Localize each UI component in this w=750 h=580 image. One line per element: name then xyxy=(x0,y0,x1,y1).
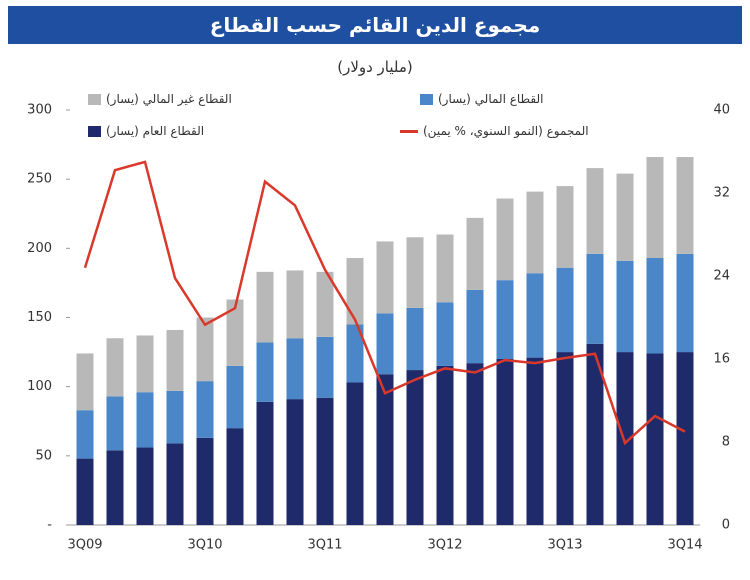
bar-segment xyxy=(196,381,214,438)
bar-segment xyxy=(166,390,184,444)
y-tick-label: 50 xyxy=(35,448,52,463)
y-tick-label: 250 xyxy=(27,172,52,187)
bar-segment xyxy=(196,437,214,525)
legend-item: القطاع غير المالي (يسار) xyxy=(88,92,232,106)
legend-item: القطاع المالي (يسار) xyxy=(420,92,543,106)
legend-label: القطاع المالي (يسار) xyxy=(438,92,544,106)
bar-segment xyxy=(76,458,94,525)
y-tick-label: - xyxy=(47,518,52,533)
bar-segment xyxy=(256,271,274,343)
bar-segment xyxy=(226,428,244,525)
bar-segment xyxy=(436,302,454,366)
bar-segment xyxy=(436,365,454,525)
bar-segment xyxy=(646,353,664,525)
legend-item: القطاع العام (يسار) xyxy=(88,124,204,138)
legend-swatch xyxy=(420,93,433,105)
bar-segment xyxy=(316,397,334,525)
y-tick-label: 200 xyxy=(27,241,52,256)
bar-segment xyxy=(616,173,634,261)
bar-segment xyxy=(466,289,484,364)
bar-segment xyxy=(466,217,484,290)
bar-segment xyxy=(256,342,274,402)
bar-segment xyxy=(406,237,424,308)
y2-tick-label: 24 xyxy=(713,269,730,284)
legend-label: المجموع (النمو السنوي، % يمين) xyxy=(423,124,589,138)
legend-item: المجموع (النمو السنوي، % يمين) xyxy=(400,124,589,138)
bar-segment xyxy=(586,253,604,344)
legend-swatch xyxy=(88,125,101,137)
bar-segment xyxy=(196,317,214,382)
x-tick-label: 3Q09 xyxy=(67,538,102,553)
bar-segment xyxy=(346,324,364,383)
bar-segment xyxy=(526,191,544,274)
bar-segment xyxy=(676,253,694,353)
bar-segment xyxy=(346,258,364,325)
bar-segment xyxy=(436,234,454,303)
bar-segment xyxy=(256,401,274,525)
x-tick-label: 3Q10 xyxy=(187,538,222,553)
bar-segment xyxy=(526,273,544,358)
bar-segment xyxy=(646,258,664,354)
bar-segment xyxy=(76,410,94,459)
y2-tick-label: 0 xyxy=(722,518,730,533)
bar-segment xyxy=(556,267,574,353)
bar-segment xyxy=(496,359,514,525)
bar-segment xyxy=(556,352,574,525)
bar-segment xyxy=(616,260,634,353)
bar-segment xyxy=(106,450,124,525)
bar-segment xyxy=(166,329,184,391)
bar-segment xyxy=(136,335,154,393)
bar-segment xyxy=(286,270,304,339)
y2-tick-label: 16 xyxy=(713,352,730,367)
y2-tick-label: 40 xyxy=(713,103,730,118)
bar-segment xyxy=(226,365,244,429)
bar-segment xyxy=(586,343,604,525)
bar-segment xyxy=(286,338,304,400)
bar-segment xyxy=(286,399,304,525)
legend-label: القطاع غير المالي (يسار) xyxy=(106,92,232,106)
x-tick-label: 3Q11 xyxy=(307,538,342,553)
bar-segment xyxy=(316,336,334,398)
bar-segment xyxy=(106,396,124,451)
bar-segment xyxy=(586,168,604,254)
chart-subtitle: (مليار دولار) xyxy=(337,58,413,76)
bar-segment xyxy=(76,353,94,411)
y-tick-label: 300 xyxy=(27,103,52,118)
bar-segment xyxy=(226,299,244,366)
bar-segment xyxy=(376,241,394,314)
y-tick-label: 150 xyxy=(27,310,52,325)
x-tick-label: 3Q13 xyxy=(547,538,582,553)
bar-segment xyxy=(376,374,394,525)
bar-segment xyxy=(496,280,514,359)
bar-segment xyxy=(376,313,394,375)
x-tick-label: 3Q12 xyxy=(427,538,462,553)
bar-segment xyxy=(106,338,124,397)
bar-segment xyxy=(676,352,694,525)
bar-segment xyxy=(406,370,424,525)
bar-segment xyxy=(466,363,484,525)
bar-segment xyxy=(346,382,364,525)
x-tick-label: 3Q14 xyxy=(667,538,702,553)
legend-swatch xyxy=(88,93,101,105)
bar-segment xyxy=(136,392,154,448)
bar-segment xyxy=(616,352,634,525)
bar-segment xyxy=(316,271,334,337)
bar-segment xyxy=(496,198,514,281)
legend-swatch xyxy=(400,129,418,133)
y2-tick-label: 32 xyxy=(713,186,730,201)
legend-label: القطاع العام (يسار) xyxy=(106,124,205,138)
bar-segment xyxy=(646,157,664,259)
chart-title: مجموع الدين القائم حسب القطاع xyxy=(8,6,742,44)
line-series xyxy=(83,160,686,446)
y-tick-label: 100 xyxy=(27,379,52,394)
bar-segment xyxy=(406,307,424,371)
bar-segment xyxy=(166,443,184,525)
y2-tick-label: 8 xyxy=(722,435,730,450)
bar-segment xyxy=(136,447,154,525)
bar-segment xyxy=(676,157,694,254)
bar-segment xyxy=(556,186,574,268)
bar-segment xyxy=(526,357,544,525)
